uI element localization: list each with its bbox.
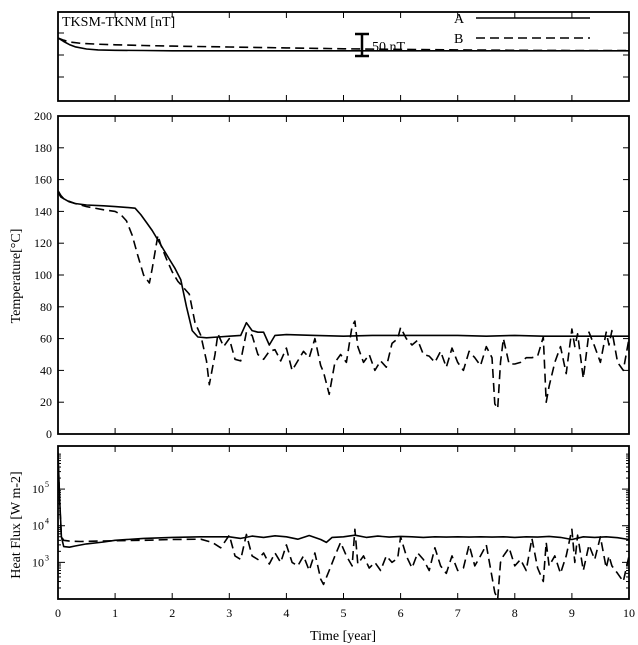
temperature-series-a [57,190,629,346]
y-tick-label-exponent: 5 [45,480,49,489]
x-tick-label: 1 [112,606,118,620]
y-tick-label: 20 [40,395,52,409]
temperature-ylabel: Temperature[°C] [9,229,24,324]
y-tick-label-exponent: 3 [45,553,49,562]
x-tick-label: 0 [55,606,61,620]
x-tick-label: 5 [341,606,347,620]
heat-flux-series-a [58,452,629,549]
y-tick-label: 10 [32,519,44,533]
y-tick-label: 0 [46,427,52,441]
magnetic-series-a [57,37,629,52]
y-tick-label: 10 [32,555,44,569]
y-tick-label: 10 [32,482,44,496]
legend-label-a: A [454,12,465,27]
x-tick-label: 8 [512,606,518,620]
heat-flux-series-b [58,454,629,599]
y-tick-label: 140 [34,204,52,218]
y-tick-label: 40 [40,363,52,377]
y-tick-label: 200 [34,109,52,123]
heat-flux-panel: 10 310 410 50 1 2 3 4 5 6 7 8 9 10 [32,445,635,620]
magnetic-annotation: TKSM-TKNM [nT] [62,15,175,30]
y-tick-label: 100 [34,268,52,282]
magnetic-panel [57,11,630,102]
heat-flux-traces [58,452,629,599]
x-tick-label: 6 [398,606,404,620]
y-tick-label-exponent: 4 [45,517,49,526]
x-axis-label: Time [year] [310,629,376,644]
temperature-panel: 0 20 40 60 80 100 120 140 160 180 200 [34,109,630,441]
x-tick-label: 3 [226,606,232,620]
magnetic-series-b [57,37,629,52]
y-tick-label: 80 [40,300,52,314]
x-tick-label: 4 [283,606,289,620]
y-tick-label: 160 [34,173,52,187]
x-tick-label: 2 [169,606,175,620]
heat-flux-ylabel: Heat Flux [W m-2] [9,471,24,578]
x-tick-label: 10 [623,606,635,620]
y-tick-label: 60 [40,332,52,346]
legend-label-b: B [454,32,463,47]
scale-bar-label: 50 nT [372,40,406,55]
y-tick-label: 180 [34,141,52,155]
x-tick-label: 9 [569,606,575,620]
y-tick-label: 120 [34,236,52,250]
x-tick-label: 7 [455,606,461,620]
temperature-series-b [57,191,630,410]
